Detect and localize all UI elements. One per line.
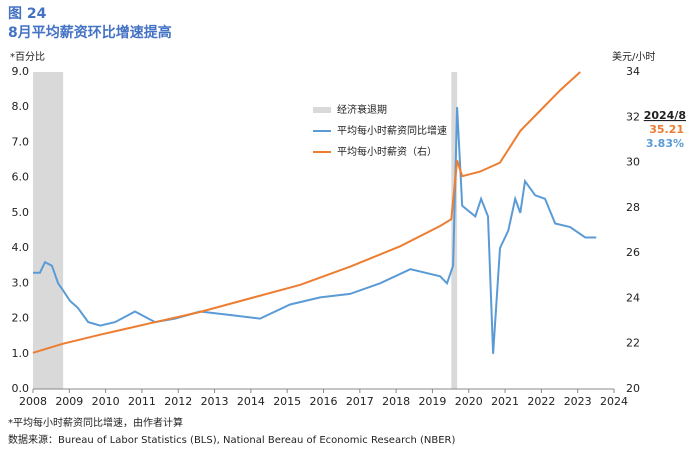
x-tick-label: 2017 <box>346 395 374 408</box>
series-line <box>33 107 597 354</box>
latest-growth: 3.83% <box>646 137 684 150</box>
y-tick-label: 9.0 <box>12 65 30 78</box>
y2-tick-label: 20 <box>626 382 640 395</box>
y-tick-label: 6.0 <box>12 171 30 184</box>
y2-tick-label: 22 <box>626 337 640 350</box>
series-line <box>32 71 581 354</box>
latest-wage: 35.21 <box>649 123 684 136</box>
legend-label: 平均每小时薪资同比增速 <box>337 124 447 137</box>
x-tick-label: 2013 <box>201 395 229 408</box>
x-tick-label: 2016 <box>310 395 338 408</box>
x-tick-label: 2008 <box>19 395 47 408</box>
y-tick-label: 2.0 <box>12 312 30 325</box>
latest-date: 2024/8 <box>644 109 686 122</box>
x-tick-label: 2014 <box>237 395 265 408</box>
x-tick-label: 2015 <box>273 395 301 408</box>
x-tick-label: 2018 <box>382 395 410 408</box>
x-tick-label: 2010 <box>92 395 120 408</box>
y-tick-label: 3.0 <box>12 276 30 289</box>
x-tick-label: 2012 <box>164 395 192 408</box>
x-tick-label: 2021 <box>491 395 519 408</box>
legend-label: 经济衰退期 <box>337 103 387 116</box>
y-tick-label: 0.0 <box>12 382 30 395</box>
legend-recession-swatch <box>313 107 331 113</box>
x-tick-label: 2011 <box>128 395 156 408</box>
x-tick-label: 2024 <box>600 395 628 408</box>
legend-label: 平均每小时薪资（右） <box>337 145 437 158</box>
y-tick-label: 4.0 <box>12 241 30 254</box>
y2-tick-label: 34 <box>626 65 640 78</box>
recession-band <box>33 72 64 389</box>
chart-title: 8月平均薪资环比增速提高 <box>8 24 172 41</box>
x-tick-label: 2009 <box>55 395 83 408</box>
y2-tick-label: 26 <box>626 246 640 259</box>
x-tick-label: 2023 <box>564 395 592 408</box>
figure-label: 图 24 <box>8 6 47 22</box>
x-tick-label: 2020 <box>455 395 483 408</box>
y2-tick-label: 24 <box>626 291 640 304</box>
y2-tick-label: 28 <box>626 201 640 214</box>
y-tick-label: 7.0 <box>12 135 30 148</box>
footnote: *平均每小时薪资同比增速，由作者计算 <box>8 416 183 429</box>
y-tick-label: 8.0 <box>12 100 30 113</box>
y-tick-label: 5.0 <box>12 206 30 219</box>
x-tick-label: 2019 <box>418 395 446 408</box>
y-tick-label: 1.0 <box>12 347 30 360</box>
y2-tick-label: 30 <box>626 156 640 169</box>
y-axis-label: *百分比 <box>10 51 45 63</box>
x-tick-label: 2022 <box>527 395 555 408</box>
y2-axis-label: 美元/小时 <box>612 50 655 63</box>
y2-tick-label: 32 <box>626 110 640 123</box>
source: 数据来源：Bureau of Labor Statistics (BLS), N… <box>8 433 456 446</box>
